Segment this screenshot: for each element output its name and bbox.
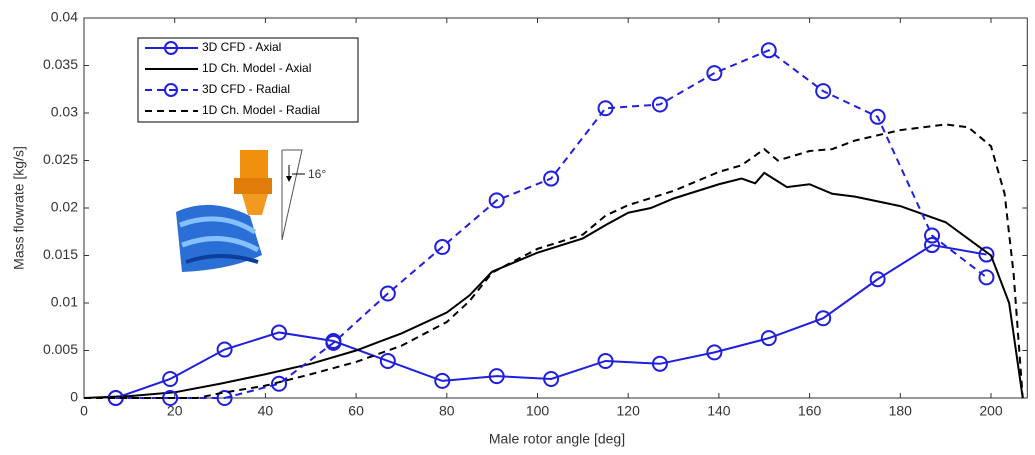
x-tick-label: 60 xyxy=(348,403,364,419)
legend-label: 1D Ch. Model - Radial xyxy=(202,103,320,117)
point xyxy=(651,355,668,372)
point xyxy=(651,96,668,113)
point xyxy=(597,100,614,117)
y-tick-label: 0.025 xyxy=(43,151,78,167)
point xyxy=(434,238,451,255)
x-tick-label: 20 xyxy=(167,403,183,419)
point xyxy=(216,390,233,406)
point xyxy=(760,330,777,347)
x-tick-label: 160 xyxy=(798,403,822,419)
x-tick-label: 120 xyxy=(617,403,641,419)
plot-area: 0 20 40 60 80 100 120 140 160 180 200 0 0.005 0.01 0.0… xyxy=(43,9,1028,419)
point xyxy=(706,65,723,82)
point xyxy=(271,324,288,341)
y-tick-label: 0.03 xyxy=(51,104,78,120)
point xyxy=(978,246,995,263)
series-line xyxy=(115,49,988,399)
legend-label: 1D Ch. Model - Axial xyxy=(202,61,311,75)
x-tick-label: 0 xyxy=(80,403,88,419)
y-tick-label: 0.02 xyxy=(51,199,78,215)
point xyxy=(706,344,723,361)
y-axis-label: Mass flowrate [kg/s] xyxy=(11,146,27,270)
point xyxy=(325,334,342,351)
y-tick-label: 0.01 xyxy=(51,294,78,310)
point xyxy=(924,227,941,244)
annotation: 16° xyxy=(308,167,326,181)
series-line xyxy=(115,243,987,399)
point xyxy=(869,108,886,125)
point xyxy=(379,285,396,302)
legend-label: 3D CFD - Radial xyxy=(202,82,290,96)
legend-label: 3D CFD - Axial xyxy=(202,40,281,54)
y-tick-label: 0.035 xyxy=(43,56,78,72)
point xyxy=(216,341,233,358)
x-axis-label: Male rotor angle [deg] xyxy=(489,431,625,447)
point xyxy=(162,371,179,387)
point xyxy=(488,368,505,385)
x-tick-label: 100 xyxy=(526,403,550,419)
series-line xyxy=(84,123,1024,399)
point xyxy=(162,390,179,406)
point xyxy=(760,42,777,59)
x-tick-label: 80 xyxy=(439,403,455,419)
legend-marker xyxy=(164,83,178,97)
inset-image: 16° xyxy=(176,149,326,272)
point xyxy=(597,352,614,369)
point xyxy=(869,271,886,288)
point xyxy=(271,375,288,392)
point xyxy=(978,269,995,286)
point xyxy=(543,170,560,187)
x-tick-label: 180 xyxy=(889,403,913,419)
x-tick-label: 140 xyxy=(707,403,731,419)
point xyxy=(815,83,832,100)
y-tick-label: 0.015 xyxy=(43,246,78,262)
point xyxy=(488,192,505,209)
y-tick-label: 0.005 xyxy=(43,341,78,357)
point xyxy=(379,352,396,369)
x-tick-label: 200 xyxy=(979,403,1003,419)
point xyxy=(434,372,451,389)
point xyxy=(815,310,832,327)
x-tick-label: 40 xyxy=(258,403,274,419)
legend-marker xyxy=(164,41,178,55)
y-tick-label: 0.04 xyxy=(51,9,78,25)
point xyxy=(924,237,941,254)
point xyxy=(543,371,560,387)
y-tick-label: 0 xyxy=(70,389,78,405)
